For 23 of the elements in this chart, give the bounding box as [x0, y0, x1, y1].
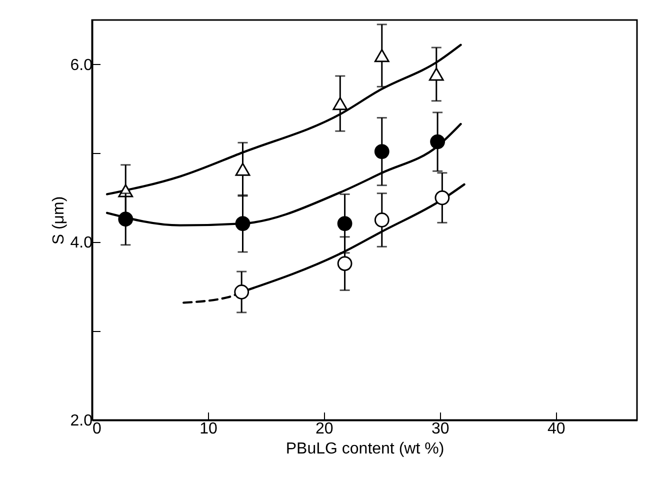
point: [374, 48, 390, 62]
point: [434, 190, 450, 206]
point: [337, 256, 352, 271]
point: [235, 162, 250, 176]
y-axis-title: S (μm): [50, 196, 68, 245]
point: [374, 212, 390, 228]
x-tick-label: 10: [200, 420, 218, 438]
x-tick-label: 20: [316, 420, 334, 438]
point: [337, 216, 352, 231]
x-tick-label: 30: [431, 420, 450, 438]
y-tick-label: 2.0: [70, 412, 93, 430]
point: [374, 144, 390, 159]
x-tick-label: 0: [92, 420, 102, 438]
point: [235, 216, 250, 231]
x-tick-label: 40: [547, 420, 566, 438]
point: [428, 68, 444, 81]
point: [118, 212, 134, 227]
point: [234, 284, 250, 300]
y-tick-label: 6.0: [70, 56, 93, 74]
point: [332, 96, 348, 110]
y-tick-label: 4.0: [70, 234, 93, 252]
x-axis-title: PBuLG content (wt %): [286, 440, 444, 458]
point: [430, 134, 446, 150]
